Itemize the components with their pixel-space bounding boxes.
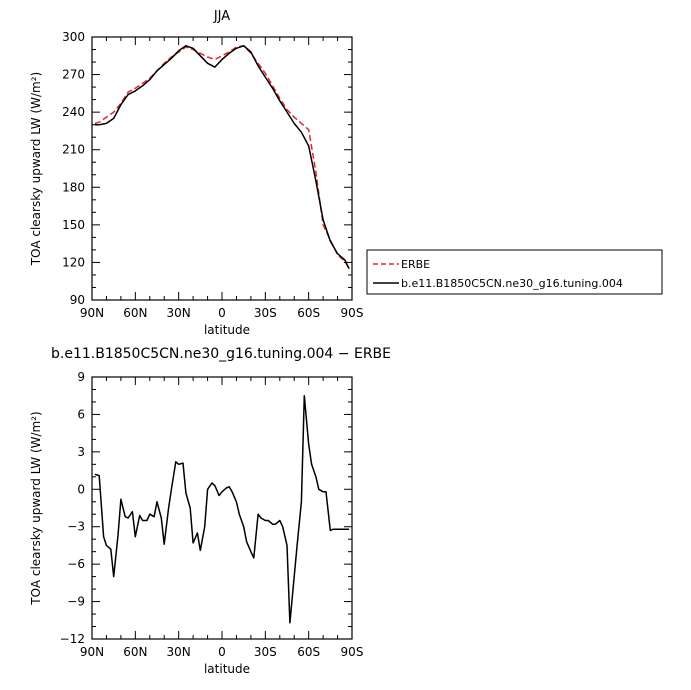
x-axis-label: latitude	[204, 323, 250, 337]
y-tick-label: 270	[62, 68, 85, 82]
y-tick-label: 9	[77, 370, 85, 384]
x-tick-label: 90N	[80, 645, 104, 659]
y-tick-label: 0	[77, 482, 85, 496]
x-tick-label: 30S	[254, 645, 277, 659]
y-tick-label: 3	[77, 445, 85, 459]
y-tick-label: 300	[62, 30, 85, 44]
series-line-1	[94, 45, 350, 270]
x-tick-label: 60N	[123, 645, 147, 659]
x-tick-label: 0	[218, 645, 226, 659]
x-tick-label: 90S	[341, 306, 364, 320]
x-tick-label: 30N	[167, 645, 191, 659]
y-tick-label: 90	[70, 293, 85, 307]
y-tick-label: 150	[62, 218, 85, 232]
x-tick-label: 60N	[123, 306, 147, 320]
y-tick-label: −9	[67, 595, 85, 609]
y-axis-label: TOA clearsky upward LW (W/m²)	[29, 72, 43, 266]
series-line-0	[94, 394, 350, 624]
x-tick-label: 30S	[254, 306, 277, 320]
series-line-0	[94, 45, 350, 270]
y-tick-label: 180	[62, 180, 85, 194]
y-axis-label: TOA clearsky upward LW (W/m²)	[29, 411, 43, 605]
x-tick-label: 90S	[341, 645, 364, 659]
y-tick-label: −3	[67, 520, 85, 534]
x-tick-label: 0	[218, 306, 226, 320]
y-tick-label: 210	[62, 143, 85, 157]
y-tick-label: −12	[60, 632, 85, 646]
x-axis-label: latitude	[204, 662, 250, 676]
legend-entry: ERBE	[401, 258, 430, 271]
x-tick-label: 60S	[297, 645, 320, 659]
x-tick-label: 30N	[167, 306, 191, 320]
chart-title: b.e11.B1850C5CN.ne30_g16.tuning.004 − ER…	[51, 346, 391, 362]
x-tick-label: 90N	[80, 306, 104, 320]
plot-frame	[91, 376, 353, 640]
y-tick-label: 120	[62, 255, 85, 269]
x-tick-label: 60S	[297, 306, 320, 320]
y-tick-label: 240	[62, 105, 85, 119]
chart-title: JJA	[213, 9, 230, 24]
legend-entry: b.e11.B1850C5CN.ne30_g16.tuning.004	[401, 277, 623, 290]
y-tick-label: 6	[77, 407, 85, 421]
y-tick-label: −6	[67, 557, 85, 571]
legend-box	[366, 249, 663, 295]
